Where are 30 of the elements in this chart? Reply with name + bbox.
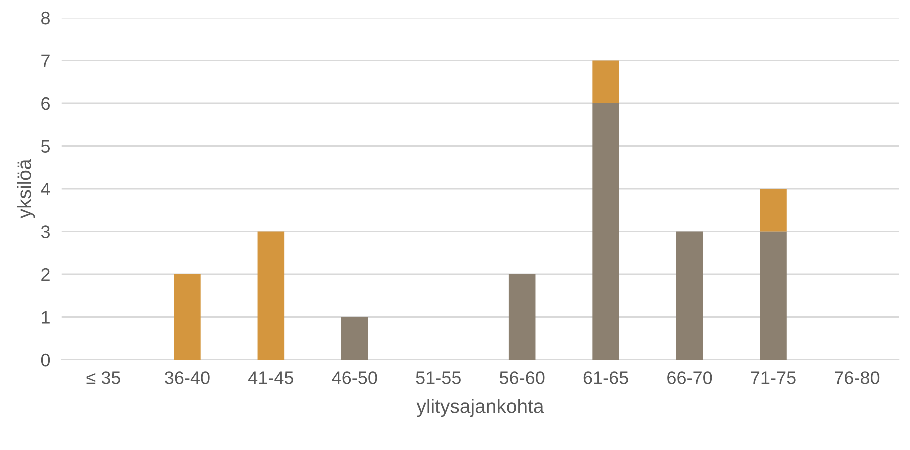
x-tick-label: 61-65 — [584, 372, 628, 384]
bar — [760, 232, 787, 360]
y-tick-label: 7 — [42, 54, 50, 68]
x-tick-label: 46-50 — [332, 372, 378, 384]
bar — [174, 274, 201, 360]
y-axis-title: yksilöä — [17, 159, 36, 219]
y-tick-label: 8 — [42, 12, 50, 25]
bar — [592, 60, 620, 104]
y-tick-label: 2 — [42, 268, 50, 282]
x-tick-label: 41-45 — [248, 372, 294, 384]
bar — [592, 104, 620, 360]
x-tick-label: 66-70 — [668, 372, 712, 384]
bar — [258, 232, 285, 360]
y-tick-label: 5 — [41, 140, 50, 153]
bar — [676, 232, 704, 360]
bar — [342, 317, 368, 360]
y-tick-label: 1 — [42, 311, 50, 324]
x-tick-label: ≤ 35 — [86, 372, 120, 384]
bar — [508, 274, 536, 360]
y-tick-label: 4 — [41, 183, 50, 196]
x-tick-label: 71-75 — [751, 372, 796, 384]
x-axis-title: ylitysajankohta — [416, 399, 544, 418]
x-tick-label: 76-80 — [835, 372, 880, 384]
x-tick-label: 36-40 — [165, 372, 210, 384]
x-tick-label: 56-60 — [500, 372, 545, 384]
y-tick-label: 0 — [41, 354, 50, 367]
x-tick-label: 51-55 — [416, 372, 461, 384]
y-tick-label: 3 — [41, 226, 50, 238]
y-tick-label: 6 — [42, 97, 50, 110]
bar — [760, 189, 787, 232]
